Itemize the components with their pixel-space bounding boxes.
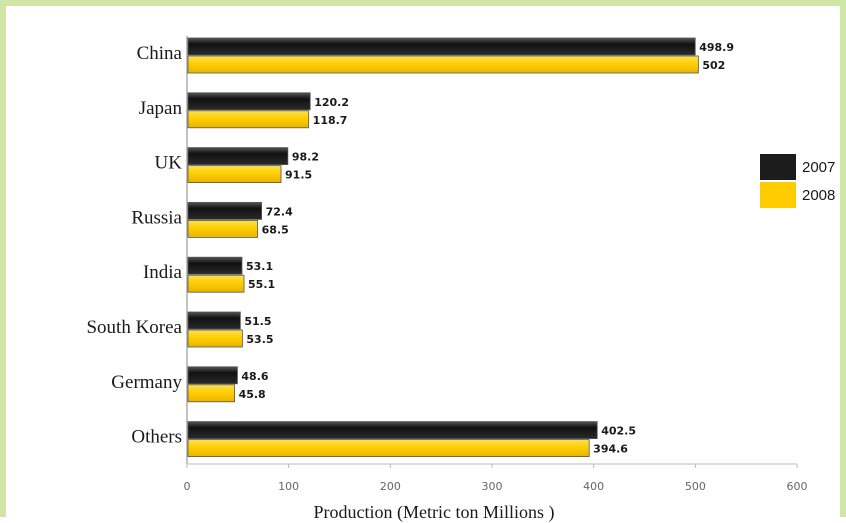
bar-2007-china bbox=[187, 37, 696, 56]
legend: 2007 2008 bbox=[760, 154, 835, 208]
legend-swatch-2007 bbox=[760, 154, 796, 180]
data-label-2007-germany: 48.6 bbox=[241, 370, 268, 383]
category-label-south-korea: South Korea bbox=[86, 317, 182, 338]
bar-2008-japan bbox=[187, 110, 310, 129]
data-label-2007-china: 498.9 bbox=[699, 41, 734, 54]
x-tick-label-200: 200 bbox=[380, 480, 401, 493]
bar-2008-russia bbox=[187, 219, 259, 238]
data-label-2008-japan: 118.7 bbox=[313, 114, 348, 127]
bar-chart: China 498.9 502 Japan 120.2 118.7 UK 98.2 91.5 Ru… bbox=[86, 36, 835, 523]
bar-2007-uk bbox=[187, 147, 289, 166]
category-label-china: China bbox=[137, 43, 183, 64]
data-label-2008-india: 55.1 bbox=[248, 278, 275, 291]
x-tick-label-100: 100 bbox=[278, 480, 299, 493]
data-label-2008-china: 502 bbox=[702, 59, 725, 72]
category-label-russia: Russia bbox=[131, 207, 182, 228]
data-label-2007-india: 53.1 bbox=[246, 260, 273, 273]
data-label-2008-russia: 68.5 bbox=[262, 223, 289, 236]
data-label-2008-uk: 91.5 bbox=[285, 169, 312, 182]
data-label-2007-others: 402.5 bbox=[601, 425, 636, 438]
data-label-2008-south-korea: 53.5 bbox=[246, 333, 273, 346]
bar-2007-south-korea bbox=[187, 311, 241, 330]
bar-2008-uk bbox=[187, 165, 282, 184]
category-label-india: India bbox=[143, 262, 183, 283]
category-label-japan: Japan bbox=[139, 98, 183, 119]
bar-2007-india bbox=[187, 256, 243, 275]
data-label-2007-south-korea: 51.5 bbox=[244, 315, 271, 328]
data-label-2007-russia: 72.4 bbox=[266, 205, 293, 218]
bar-2007-russia bbox=[187, 201, 263, 220]
x-tick-label-300: 300 bbox=[482, 480, 503, 493]
bar-2007-japan bbox=[187, 92, 311, 111]
bar-2007-germany bbox=[187, 366, 238, 385]
bar-2008-south-korea bbox=[187, 329, 243, 348]
data-label-2007-uk: 98.2 bbox=[292, 151, 319, 164]
bar-2007-others bbox=[187, 421, 598, 440]
legend-label-2008: 2008 bbox=[802, 187, 835, 204]
data-label-2008-others: 394.6 bbox=[593, 443, 628, 456]
x-tick-label-400: 400 bbox=[583, 480, 604, 493]
x-tick-label-0: 0 bbox=[184, 480, 191, 493]
data-label-2008-germany: 45.8 bbox=[239, 388, 266, 401]
bar-2008-others bbox=[187, 439, 590, 458]
category-label-uk: UK bbox=[155, 153, 183, 174]
data-label-2007-japan: 120.2 bbox=[314, 96, 349, 109]
x-tick-label-600: 600 bbox=[787, 480, 808, 493]
x-axis-title: Production (Metric ton Millions ) bbox=[314, 502, 555, 523]
category-label-germany: Germany bbox=[111, 372, 182, 393]
bar-2008-india bbox=[187, 274, 245, 293]
x-tick-label-500: 500 bbox=[685, 480, 706, 493]
bar-2008-china bbox=[187, 55, 699, 74]
bar-2008-germany bbox=[187, 384, 235, 403]
category-label-others: Others bbox=[131, 427, 182, 448]
legend-label-2007: 2007 bbox=[802, 159, 835, 176]
legend-swatch-2008 bbox=[760, 182, 796, 208]
